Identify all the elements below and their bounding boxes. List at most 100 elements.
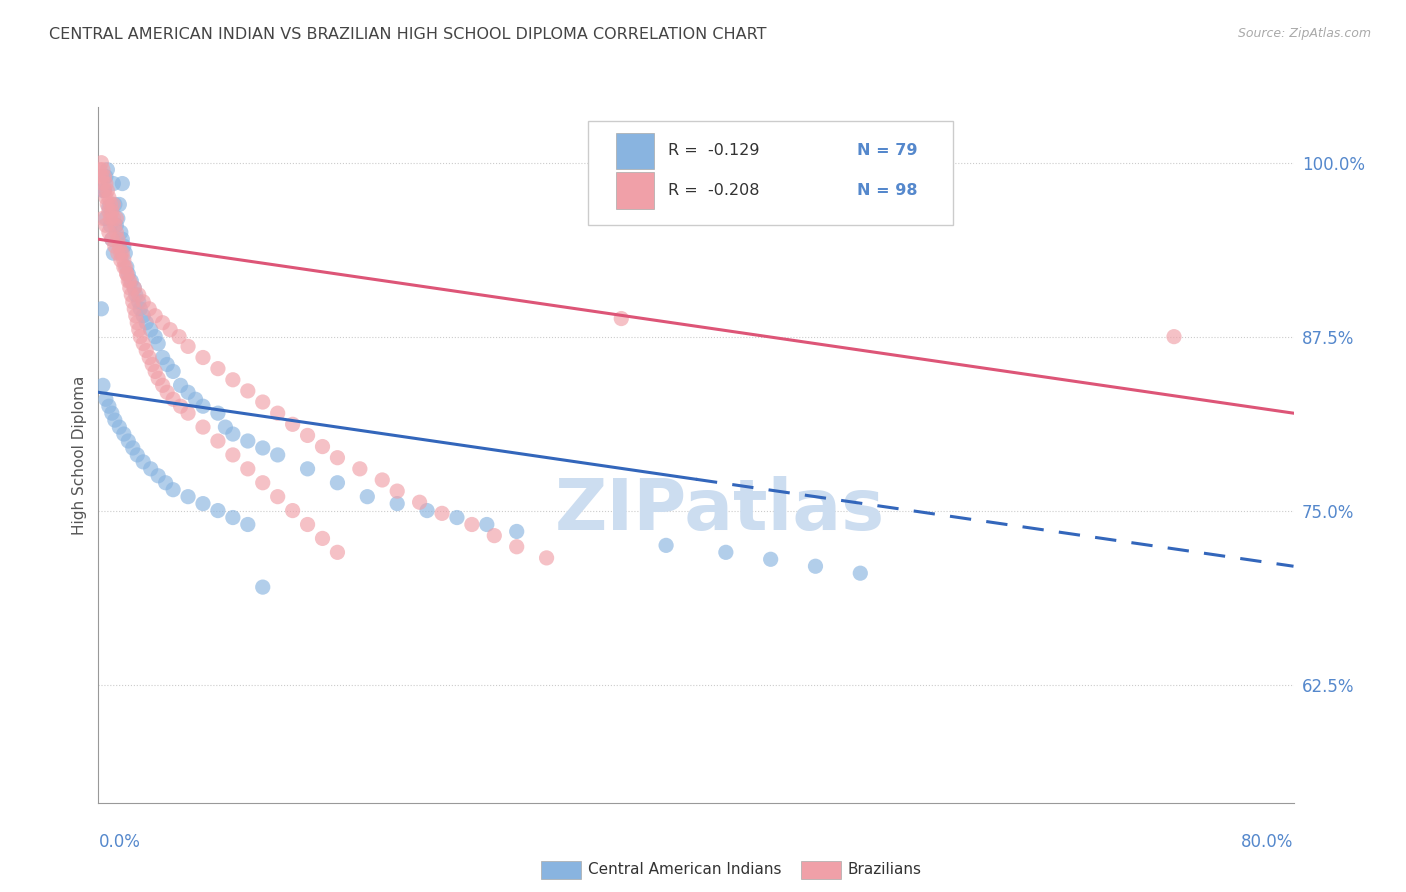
Point <box>267 406 290 420</box>
Point <box>110 225 132 239</box>
Point <box>267 448 290 462</box>
Point <box>236 517 259 532</box>
Point <box>112 239 135 253</box>
Point <box>105 211 128 226</box>
Point <box>120 274 142 288</box>
Point <box>152 351 174 365</box>
Point <box>371 473 394 487</box>
Point <box>110 246 132 260</box>
Point <box>117 434 139 448</box>
Y-axis label: High School Diploma: High School Diploma <box>72 376 87 534</box>
Point <box>101 232 124 246</box>
Point <box>135 343 157 358</box>
Point <box>110 253 132 268</box>
Point <box>184 392 207 407</box>
Point <box>506 524 529 539</box>
Point <box>132 336 155 351</box>
Point <box>90 301 112 316</box>
Point <box>281 503 304 517</box>
Point <box>108 239 131 253</box>
Point <box>138 351 160 365</box>
Point <box>94 190 117 204</box>
Point <box>114 260 136 274</box>
Point <box>159 323 181 337</box>
Point <box>107 246 129 260</box>
Point <box>111 232 134 246</box>
Point <box>115 267 138 281</box>
Point <box>177 490 200 504</box>
Point <box>155 475 177 490</box>
Point <box>111 246 134 260</box>
Point <box>207 503 229 517</box>
Point <box>118 274 141 288</box>
Text: 80.0%: 80.0% <box>1241 833 1294 851</box>
Point <box>191 497 214 511</box>
Point <box>143 309 166 323</box>
Point <box>759 552 782 566</box>
Text: R =  -0.208: R = -0.208 <box>668 183 761 198</box>
Point <box>804 559 827 574</box>
Point <box>416 503 439 517</box>
Point <box>103 246 125 260</box>
Point <box>267 490 290 504</box>
Text: 0.0%: 0.0% <box>98 833 141 851</box>
FancyBboxPatch shape <box>616 172 654 209</box>
Point <box>97 190 120 204</box>
Point <box>191 351 214 365</box>
Point <box>162 483 184 497</box>
Point <box>132 455 155 469</box>
Point <box>177 406 200 420</box>
Point <box>97 399 120 413</box>
Point <box>849 566 872 581</box>
Point <box>222 373 245 387</box>
Point <box>1163 329 1185 343</box>
Point <box>148 336 170 351</box>
Point <box>191 399 214 413</box>
Text: N = 79: N = 79 <box>856 144 917 159</box>
Point <box>115 260 138 274</box>
Point <box>125 309 148 323</box>
Point <box>128 288 150 302</box>
Point <box>108 420 131 434</box>
Point <box>297 517 319 532</box>
FancyBboxPatch shape <box>616 133 654 169</box>
Point <box>169 378 191 392</box>
Point <box>326 450 349 465</box>
Point <box>152 316 174 330</box>
Point <box>117 267 139 281</box>
Point <box>143 364 166 378</box>
Point <box>104 239 127 253</box>
Point <box>93 169 115 184</box>
Point <box>475 517 498 532</box>
Point <box>103 177 125 191</box>
Point <box>162 364 184 378</box>
Point <box>297 462 319 476</box>
Point <box>461 517 484 532</box>
Point <box>104 197 127 211</box>
Point <box>156 358 179 372</box>
Point <box>430 507 453 521</box>
Point <box>385 497 409 511</box>
Point <box>655 538 678 552</box>
Point <box>101 232 124 246</box>
Point <box>162 392 184 407</box>
Point <box>128 323 150 337</box>
Point <box>117 274 139 288</box>
Point <box>177 339 200 353</box>
Point <box>129 329 152 343</box>
Point <box>214 420 236 434</box>
Point <box>408 495 430 509</box>
Point <box>610 311 633 326</box>
Point <box>297 428 319 442</box>
Point <box>169 399 191 413</box>
Point <box>506 540 529 554</box>
Point <box>103 197 125 211</box>
Point <box>484 528 506 542</box>
Point <box>96 197 118 211</box>
Point <box>91 211 114 226</box>
Point <box>107 211 129 226</box>
Point <box>207 434 229 448</box>
Point <box>101 204 124 219</box>
Point <box>128 294 150 309</box>
Point <box>129 301 152 316</box>
